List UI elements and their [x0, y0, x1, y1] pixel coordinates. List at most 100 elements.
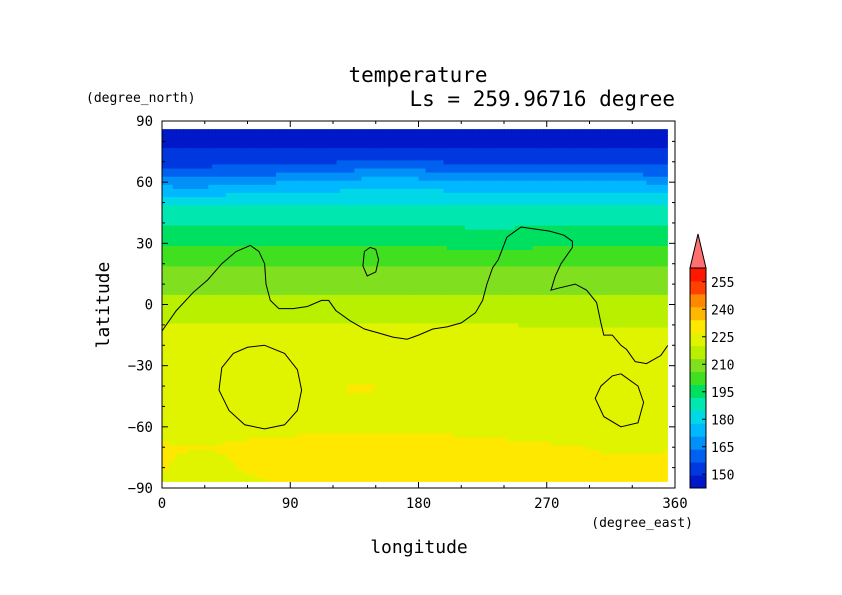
heat-cell: [254, 388, 259, 393]
heat-cell: [347, 408, 352, 414]
heat-cell: [443, 461, 448, 467]
heat-cell: [528, 416, 534, 422]
heat-cell: [482, 437, 487, 442]
heat-cell: [290, 363, 295, 369]
heat-cell: [650, 437, 655, 442]
heat-cell: [514, 363, 519, 369]
heat-cell: [365, 420, 370, 426]
heat-cell: [354, 445, 359, 450]
heat-cell: [372, 388, 377, 393]
heat-cell: [414, 392, 420, 397]
heat-cell: [240, 375, 245, 381]
heat-cell: [222, 404, 227, 410]
heat-cell: [208, 375, 213, 381]
heat-cell: [372, 351, 377, 357]
heat-cell: [357, 449, 363, 454]
heat-cell: [186, 400, 192, 406]
heat-cell: [233, 343, 238, 348]
heat-cell: [532, 428, 537, 434]
heat-cell: [575, 412, 580, 418]
heat-cell: [525, 469, 530, 475]
heat-cell: [429, 412, 434, 418]
heat-cell: [393, 412, 398, 418]
heat-cell: [407, 453, 412, 459]
heat-cell: [582, 473, 587, 479]
heat-cell: [365, 477, 370, 482]
heat-cell: [468, 363, 473, 369]
heat-cell: [258, 351, 263, 357]
heat-cell: [454, 388, 459, 393]
heat-cell: [286, 404, 291, 410]
heat-cell: [176, 428, 181, 434]
heat-cell: [532, 412, 537, 418]
heat-cell: [578, 437, 583, 442]
heat-cell: [197, 412, 202, 418]
heat-cell: [550, 416, 555, 422]
heat-cell: [507, 432, 512, 438]
heat-cell: [568, 420, 573, 426]
heat-cell: [432, 432, 437, 438]
heat-cell: [333, 343, 338, 348]
heat-cell: [197, 343, 202, 348]
heat-cell: [439, 355, 445, 361]
heat-cell: [336, 477, 341, 482]
heat-cell: [286, 420, 291, 426]
heat-cell: [404, 355, 409, 361]
heat-cell: [219, 453, 224, 459]
heat-cell: [450, 375, 455, 381]
heat-cell: [489, 473, 494, 479]
heat-cell: [625, 404, 630, 410]
heat-cell: [222, 355, 227, 361]
heat-cell: [471, 363, 477, 369]
heat-cell: [657, 477, 662, 482]
heat-cell: [575, 388, 580, 393]
heat-cell: [297, 465, 302, 471]
heat-cell: [372, 469, 377, 475]
heat-cell: [354, 347, 359, 352]
heat-cell: [511, 351, 516, 357]
heat-cell: [304, 461, 309, 467]
heat-cell: [447, 457, 452, 463]
heat-cell: [521, 445, 526, 450]
heat-cell: [347, 388, 352, 393]
heat-cell: [578, 347, 583, 352]
heat-cell: [390, 347, 395, 352]
heat-cell: [664, 400, 668, 406]
heat-cell: [379, 457, 384, 463]
heat-cell: [211, 388, 217, 393]
heat-cell: [297, 392, 302, 397]
heat-cell: [308, 408, 313, 414]
heat-cell: [496, 473, 502, 479]
heat-cell: [219, 388, 224, 393]
heat-cell: [432, 465, 437, 471]
heat-cell: [279, 347, 284, 352]
heat-cell: [468, 428, 473, 434]
heat-cell: [532, 400, 537, 406]
heat-cell: [600, 355, 605, 361]
heat-cell: [660, 449, 665, 454]
heat-cell: [550, 367, 555, 373]
heat-cell: [457, 437, 462, 442]
heat-cell: [525, 420, 530, 426]
heat-cell: [233, 392, 238, 397]
heat-cell: [372, 465, 377, 471]
heat-cell: [532, 437, 537, 442]
heat-cell: [226, 453, 231, 459]
heat-cell: [176, 384, 181, 389]
heat-cell: [379, 343, 384, 348]
heat-cell: [290, 453, 295, 459]
heat-cell: [614, 392, 619, 397]
heat-cell: [511, 461, 516, 467]
heat-cell: [525, 363, 530, 369]
heat-cell: [197, 461, 202, 467]
heat-cell: [454, 384, 459, 389]
heat-cell: [204, 355, 209, 361]
heat-cell: [500, 392, 505, 397]
heat-cell: [322, 400, 327, 406]
heat-cell: [258, 339, 263, 344]
heat-cell: [642, 449, 648, 454]
heat-cell: [169, 457, 174, 463]
heat-cell: [493, 465, 498, 471]
heat-cell: [429, 432, 434, 438]
heat-cell: [243, 392, 249, 397]
